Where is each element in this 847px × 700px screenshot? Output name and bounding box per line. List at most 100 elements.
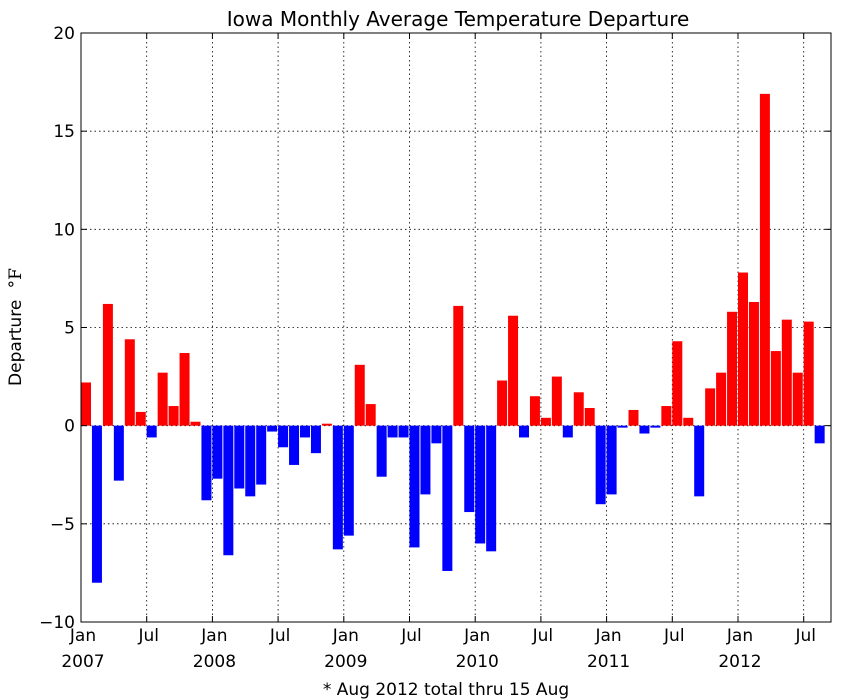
bar-2010-07 [540,417,551,426]
bar-2007-05 [124,339,135,426]
bar-2008-09 [300,425,310,438]
bar-2012-07 [803,321,814,426]
bar-2009-12 [464,425,475,513]
bar-2008-11 [321,423,332,426]
x-tick-year-label: 2012 [718,652,761,672]
bar-2007-04 [113,425,124,481]
bar-2007-02 [91,425,102,583]
bar-2010-06 [529,396,540,426]
bar-series [81,93,825,583]
bar-2008-02 [223,425,234,556]
x-tick-label: Jul [269,626,291,646]
y-tick-label: 0 [64,417,75,437]
x-tick-label: Jan [726,626,753,646]
bar-2008-10 [310,425,321,454]
bar-2010-08 [551,376,562,426]
bar-2011-03 [628,409,639,426]
bar-2008-03 [234,425,245,489]
bar-2012-06 [792,372,803,426]
bar-2008-05 [256,425,267,485]
bar-2009-01 [343,425,354,536]
y-tick-label: 20 [53,24,75,44]
bar-2011-07 [672,341,683,426]
y-tick-label: 15 [53,122,75,142]
bar-2009-09 [431,425,442,444]
x-tick-year-label: 2008 [193,652,236,672]
bar-2009-07 [409,425,420,548]
x-tick-label: Jul [532,626,554,646]
bar-2012-03 [759,93,770,426]
bar-2012-05 [781,319,792,426]
bar-2007-10 [179,353,190,426]
bar-2011-06 [661,406,672,426]
bar-2011-04 [639,425,650,434]
bar-2011-11 [716,372,727,426]
y-axis-label-word: Departure [6,300,26,386]
x-tick-label: Jan [69,626,96,646]
y-tick-label: 5 [64,319,75,339]
bar-2012-02 [748,301,759,426]
axis-ticks: −10 −5 0 5 10 15 20 Jan 2007 Jul Jan 2008 Jul Jan 2009… [39,24,831,672]
x-tick-year-label: 2009 [324,652,367,672]
bar-2007-09 [168,406,179,426]
bar-2010-10 [573,392,584,426]
y-axis-label-unit: °F [6,268,26,289]
bar-2007-07 [146,425,157,438]
bar-2008-01 [212,425,223,479]
x-tick-year-label: 2007 [61,652,104,672]
bar-2009-05 [387,425,398,438]
x-tick-label: Jul [794,626,816,646]
bar-2007-01 [81,382,91,426]
x-tick-label: Jul [400,626,422,646]
bar-2009-03 [365,404,376,426]
bar-2008-12 [332,425,343,550]
x-tick-year-label: 2010 [456,652,499,672]
bar-2009-11 [453,305,464,426]
bar-2010-12 [595,425,606,505]
bar-2009-02 [354,364,365,426]
bar-2011-12 [727,311,738,426]
y-tick-label: 10 [53,220,75,240]
chart-title: Iowa Monthly Average Temperature Departu… [227,7,690,31]
chart-footnote: * Aug 2012 total thru 15 Aug [323,680,569,700]
bar-2009-08 [420,425,431,495]
bar-2010-02 [486,425,497,552]
x-tick-label: Jul [137,626,159,646]
bar-2011-09 [694,425,705,497]
bar-2009-04 [376,425,387,477]
bar-2008-06 [267,425,278,432]
bar-2010-09 [562,425,573,438]
bar-2007-11 [190,421,201,426]
bar-2011-10 [705,388,716,426]
bar-2012-01 [738,272,748,426]
y-tick-label: −10 [39,613,75,633]
bar-2010-01 [475,425,486,544]
bar-2007-03 [102,303,113,426]
x-tick-label: Jan [463,626,490,646]
bar-2010-03 [497,380,508,426]
bar-2010-05 [519,425,529,438]
bar-2010-04 [508,315,519,426]
bar-2012-08 [814,425,825,444]
bar-2010-11 [584,408,595,426]
x-tick-label: Jan [594,626,621,646]
bar-2007-12 [201,425,212,501]
bar-2011-08 [683,417,694,426]
bar-2012-04 [770,351,781,426]
bar-2008-04 [245,425,256,497]
x-tick-year-label: 2011 [587,652,630,672]
bar-2007-06 [135,411,146,426]
bar-2008-07 [278,425,289,448]
bar-2009-06 [398,425,409,438]
x-tick-label: Jan [200,626,227,646]
bar-2011-02 [617,425,628,428]
x-tick-label: Jul [663,626,685,646]
bar-2011-01 [606,425,617,495]
bar-2009-10 [442,425,453,571]
bar-2011-05 [650,425,661,428]
y-axis-label: Departure °F [6,268,26,386]
y-tick-label: −5 [50,515,75,535]
bar-2008-08 [289,425,300,465]
